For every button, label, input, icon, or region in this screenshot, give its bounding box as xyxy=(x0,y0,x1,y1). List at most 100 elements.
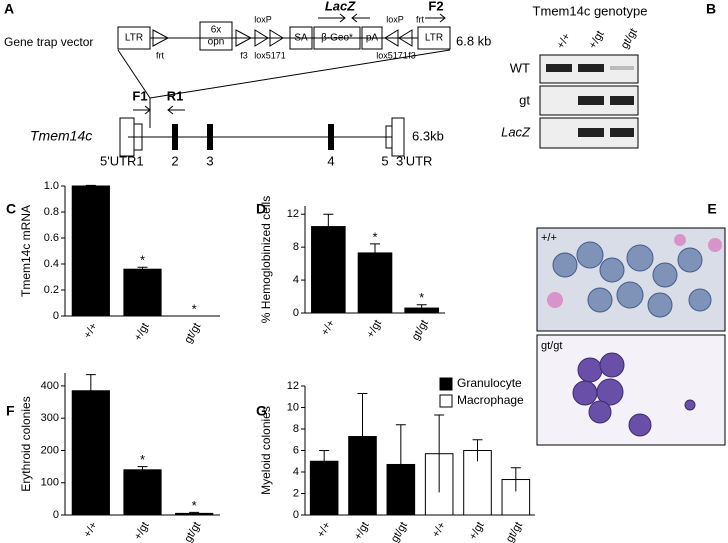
error-bar xyxy=(416,304,427,312)
panel-label: C xyxy=(6,201,16,217)
diagram-label: frt xyxy=(416,14,424,24)
y-tick-label: 0 xyxy=(53,509,59,521)
diagram-label: LTR xyxy=(425,33,443,44)
exons xyxy=(172,124,334,150)
significance-mark: * xyxy=(419,290,424,305)
legend-swatch xyxy=(439,394,453,408)
gel-column: +/gt xyxy=(587,29,607,51)
bar xyxy=(123,268,162,317)
panel-label: A xyxy=(4,1,14,17)
diagram-label: 6.8 kb xyxy=(456,33,491,48)
x-tick-label: +/+ xyxy=(82,321,100,341)
significance-mark: * xyxy=(192,301,197,316)
y-tick-label: 200 xyxy=(41,444,59,456)
diagram-label: f3 xyxy=(408,50,416,60)
diagram-label: lox5171 xyxy=(254,50,286,60)
x-tick-label: +/+ xyxy=(319,318,337,338)
x-tick-label: +/+ xyxy=(82,520,100,540)
x-tick-label: +/+ xyxy=(315,520,333,540)
diagram-label: frt xyxy=(156,50,164,60)
y-tick-label: 0.2 xyxy=(44,284,59,296)
diagram-label: 5'UTR xyxy=(100,153,136,168)
y-tick-label: 0 xyxy=(53,310,59,322)
y-tick-label: 0 xyxy=(293,307,299,319)
x-tick-label: gt/gt xyxy=(410,318,431,343)
y-tick-label: 0.6 xyxy=(44,232,59,244)
x-tick-label: +/gt xyxy=(352,520,372,542)
diagram-label: LTR xyxy=(125,33,143,44)
y-axis-title: Erythroid colonies xyxy=(19,396,33,491)
diagram-label: 4 xyxy=(327,153,334,168)
error-bar xyxy=(357,393,368,480)
panel-label: F xyxy=(6,403,15,419)
x-tick-label: gt/gt xyxy=(182,321,203,346)
error-bar xyxy=(395,424,406,505)
diagram-label: 6.3kb xyxy=(412,128,444,143)
y-axis-title: Myeloid colonies xyxy=(259,406,273,495)
error-bar xyxy=(137,466,148,474)
significance-mark: * xyxy=(372,229,377,244)
bar xyxy=(123,469,162,516)
y-tick-label: 0 xyxy=(293,509,299,521)
panel-label: E xyxy=(707,201,716,217)
diagram-label: 6x xyxy=(211,25,222,36)
y-tick-label: 2 xyxy=(293,487,299,499)
error-bar xyxy=(137,266,148,272)
x-tick-label: gt/gt xyxy=(182,520,203,543)
gel xyxy=(539,54,639,149)
panel-label: G xyxy=(256,403,267,419)
error-bar xyxy=(370,243,380,262)
diagram-label: 5 xyxy=(381,153,388,168)
diagram-label: pA xyxy=(366,33,379,44)
gel-row: gt xyxy=(519,92,530,107)
x-tick-label: +/gt xyxy=(132,520,152,542)
gel-row: WT xyxy=(510,60,530,75)
legend-label: Granulocyte xyxy=(457,376,522,390)
x-tick-label: gt/gt xyxy=(504,520,525,543)
diagram-label: β-Geo* xyxy=(321,33,353,44)
bar xyxy=(71,185,110,317)
error-bar xyxy=(434,414,445,493)
y-axis-title: Tmem14c mRNA xyxy=(19,205,33,297)
panel-label: D xyxy=(256,201,266,217)
diagram-label: F2 xyxy=(428,0,443,13)
image-label: gt/gt xyxy=(541,340,562,352)
diagram-label: Gene trap vector xyxy=(4,35,93,49)
diagram-label: LacZ xyxy=(325,0,356,13)
x-tick-label: +/gt xyxy=(132,321,152,343)
x-tick-label: +/+ xyxy=(430,520,448,540)
y-tick-label: 0.4 xyxy=(44,258,59,270)
y-tick-label: 8 xyxy=(293,241,299,253)
significance-mark: * xyxy=(140,253,145,268)
diagram-label: 2 xyxy=(171,153,178,168)
legend-swatch xyxy=(439,377,453,391)
error-bar xyxy=(510,467,521,492)
significance-mark: * xyxy=(140,452,145,467)
gel-row: LacZ xyxy=(501,124,531,139)
bar xyxy=(357,252,393,314)
diagram-label: loxP xyxy=(386,14,404,24)
error-bar xyxy=(472,439,483,462)
y-tick-label: 12 xyxy=(287,208,299,220)
diagram-label: 3 xyxy=(206,153,213,168)
y-tick-label: 10 xyxy=(287,401,299,413)
image-label: +/+ xyxy=(541,232,557,244)
y-tick-label: 4 xyxy=(293,274,299,286)
y-axis-title: % Hemoglobinized cells xyxy=(259,196,273,323)
y-tick-label: 0.8 xyxy=(44,206,59,218)
x-tick-label: gt/gt xyxy=(389,520,410,543)
diagram-label: 1 xyxy=(136,153,143,168)
micrographs xyxy=(536,227,726,446)
error-bar xyxy=(323,213,334,239)
y-tick-label: 8 xyxy=(293,423,299,435)
error-bar xyxy=(85,184,96,187)
y-tick-label: 6 xyxy=(293,444,299,456)
diagram-label: opn xyxy=(208,37,225,48)
bar xyxy=(71,390,110,516)
vector-diagram xyxy=(117,13,451,157)
x-tick-label: +/gt xyxy=(364,318,384,340)
diagram-label: SA xyxy=(294,33,308,44)
panel-label: B xyxy=(706,1,716,17)
gel-column: +/+ xyxy=(555,31,573,51)
